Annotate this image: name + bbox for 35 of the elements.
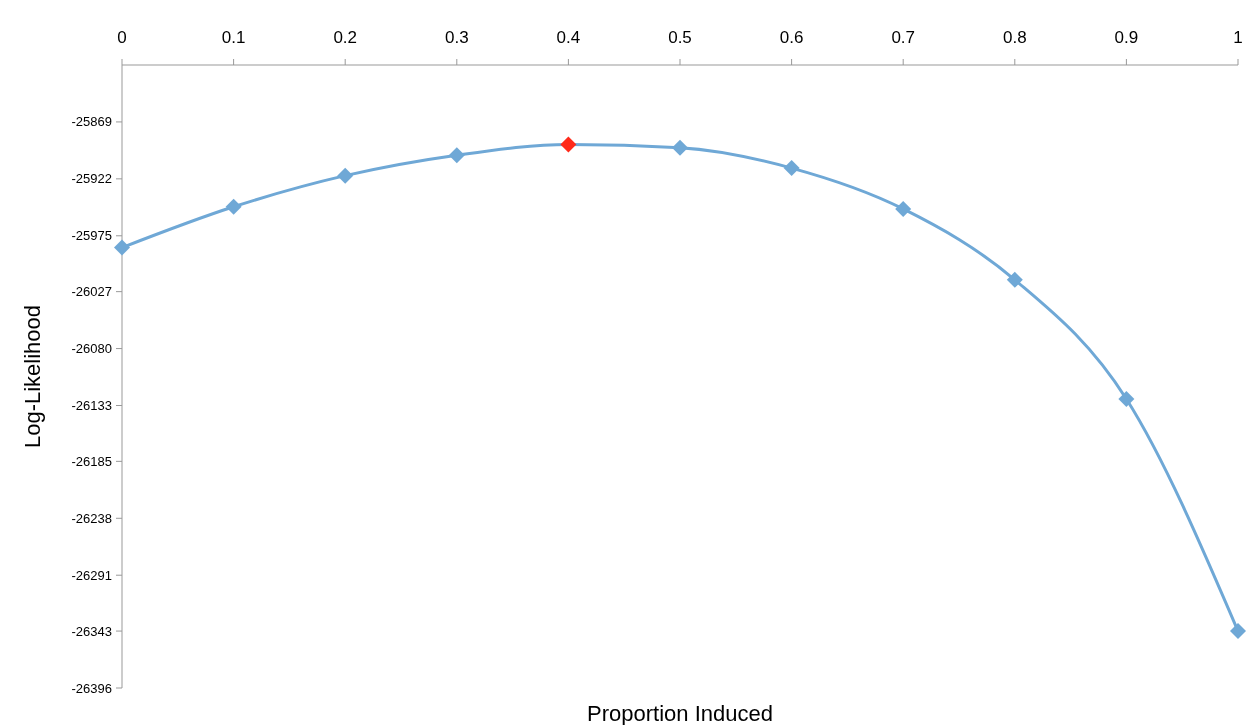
y-tick-label: -26133 [71,398,112,414]
x-tick-label: 0.2 [333,28,358,47]
point [1006,271,1023,288]
x-tick-label: 1 [1233,28,1243,47]
point [448,147,465,164]
point [560,136,577,153]
point [1118,391,1135,408]
y-tick-label: -26238 [71,510,112,526]
point [225,198,242,215]
x-tick-label: 0.5 [668,28,692,47]
y-tick-label: -26343 [71,623,112,639]
x-tick-label: 0.4 [556,28,581,47]
x-tick-label: 0.3 [444,28,469,47]
point [672,139,688,156]
x-axis-title: Proportion Induced [587,701,773,725]
x-tick-label: 0.6 [779,28,804,47]
y-tick-label: -26396 [71,680,112,696]
y-tick-label: -26291 [71,567,112,583]
x-tick-label: 0.1 [221,28,246,47]
y-tick-label: -25975 [71,228,112,244]
y-tick-label: -25869 [71,114,112,130]
y-tick-label: -26080 [71,341,112,357]
y-tick-label: -25922 [71,171,112,187]
y-axis-title: Log-Likelihood [20,304,45,449]
point [1230,623,1246,640]
point [783,160,800,177]
point [337,167,354,184]
y-tick-label: -26027 [71,284,112,300]
x-tick-label: 0.8 [1002,28,1027,47]
x-tick-label: 0.7 [891,28,916,47]
point [114,239,130,256]
x-tick-label: 0 [117,28,127,47]
x-tick-label: 0.9 [1114,28,1139,47]
point [895,200,912,217]
y-tick-label: -26185 [71,453,112,469]
